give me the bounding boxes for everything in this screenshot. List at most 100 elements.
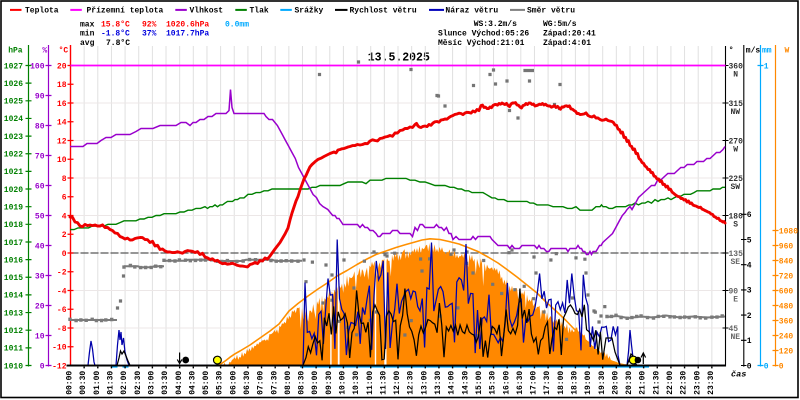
svg-text:WG:5m/s: WG:5m/s [543, 20, 577, 29]
svg-text:10: 10 [35, 332, 45, 341]
svg-text:NE: NE [731, 333, 741, 342]
svg-text:1024: 1024 [4, 115, 23, 124]
svg-text:Teplota: Teplota [25, 7, 59, 16]
svg-text:240: 240 [779, 332, 794, 341]
svg-text:17:00: 17:00 [530, 371, 539, 395]
svg-text:1015: 1015 [4, 274, 23, 283]
svg-text:Rychlost větru: Rychlost větru [350, 7, 417, 16]
svg-text:1017.7hPa: 1017.7hPa [166, 30, 209, 39]
svg-text:12:00: 12:00 [393, 371, 402, 395]
svg-text:21:30: 21:30 [652, 371, 661, 395]
svg-text:02:30: 02:30 [134, 371, 143, 395]
svg-text:16:00: 16:00 [502, 371, 511, 395]
svg-text:07:00: 07:00 [257, 371, 266, 395]
svg-text:1026: 1026 [4, 80, 23, 89]
svg-text:W: W [785, 46, 790, 55]
svg-text:Vlhkost: Vlhkost [190, 7, 224, 16]
svg-text:1020: 1020 [4, 186, 23, 195]
svg-text:14:00: 14:00 [448, 371, 457, 395]
svg-text:360: 360 [729, 62, 744, 71]
svg-text:Náraz větru: Náraz větru [445, 7, 498, 16]
svg-text:16: 16 [57, 100, 67, 109]
svg-text:16:30: 16:30 [516, 371, 525, 395]
svg-text:06:30: 06:30 [243, 371, 252, 395]
svg-text:1025: 1025 [4, 98, 23, 107]
svg-text:03:30: 03:30 [161, 371, 170, 395]
svg-text:S: S [733, 221, 738, 230]
svg-text:840: 840 [779, 257, 794, 266]
svg-text:Tlak: Tlak [250, 7, 269, 16]
svg-text:09:30: 09:30 [325, 371, 334, 395]
svg-text:m/s: m/s [746, 46, 761, 55]
svg-text:70: 70 [35, 152, 45, 161]
svg-text:1014: 1014 [4, 292, 23, 301]
svg-text:6: 6 [747, 211, 752, 220]
svg-text:01:00: 01:00 [93, 371, 102, 395]
svg-text:11:00: 11:00 [366, 371, 375, 395]
svg-text:18:30: 18:30 [571, 371, 580, 395]
svg-text:10:30: 10:30 [352, 371, 361, 395]
svg-text:1020.6hPa: 1020.6hPa [166, 20, 209, 29]
svg-text:1: 1 [764, 62, 769, 71]
svg-text:10:00: 10:00 [339, 371, 348, 395]
svg-text:135: 135 [729, 250, 744, 259]
svg-text:SW: SW [731, 183, 741, 192]
svg-text:04:00: 04:00 [175, 371, 184, 395]
svg-text:1018: 1018 [4, 221, 23, 230]
svg-text:05:00: 05:00 [202, 371, 211, 395]
svg-text:1016: 1016 [4, 256, 23, 265]
svg-text:00:30: 00:30 [79, 371, 88, 395]
svg-text:60: 60 [35, 182, 45, 191]
svg-text:-4: -4 [57, 287, 67, 296]
svg-text:360: 360 [779, 317, 794, 326]
svg-text:Měsíc Východ:21:01: Měsíc Východ:21:01 [438, 39, 525, 48]
svg-text:03:00: 03:00 [147, 371, 156, 395]
svg-text:2: 2 [62, 231, 67, 240]
svg-text:1010: 1010 [4, 362, 23, 371]
svg-text:N: N [733, 71, 738, 80]
svg-text:-12: -12 [52, 362, 67, 371]
svg-text:17:30: 17:30 [543, 371, 552, 395]
svg-text:92%: 92% [142, 20, 157, 29]
svg-text:02:00: 02:00 [120, 371, 129, 395]
svg-text:1011: 1011 [4, 345, 23, 354]
svg-text:45: 45 [729, 325, 739, 334]
svg-text:W: W [733, 146, 738, 155]
svg-text:100: 100 [30, 62, 45, 71]
svg-text:19:00: 19:00 [584, 371, 593, 395]
svg-text:Směr větru: Směr větru [527, 7, 575, 16]
svg-text:08:00: 08:00 [284, 371, 293, 395]
svg-text:13.5.2025: 13.5.2025 [368, 51, 430, 64]
svg-text:7.8°C: 7.8°C [106, 39, 130, 48]
svg-text:07:30: 07:30 [270, 371, 279, 395]
svg-text:1017: 1017 [4, 239, 23, 248]
svg-text:1027: 1027 [4, 62, 23, 71]
svg-text:600: 600 [779, 287, 794, 296]
svg-text:5: 5 [747, 236, 752, 245]
svg-text:225: 225 [729, 175, 744, 184]
svg-text:23:00: 23:00 [693, 371, 702, 395]
svg-text:-2: -2 [57, 269, 67, 278]
svg-text:19:30: 19:30 [598, 371, 607, 395]
svg-text:80: 80 [35, 122, 45, 131]
svg-text:-1.8°C: -1.8°C [101, 30, 130, 39]
svg-text:hPa: hPa [8, 46, 23, 55]
svg-text:1013: 1013 [4, 309, 23, 318]
svg-text:08:30: 08:30 [298, 371, 307, 395]
svg-text:20: 20 [35, 302, 45, 311]
svg-text:1: 1 [747, 337, 752, 346]
svg-text:180: 180 [729, 212, 744, 221]
svg-text:30: 30 [35, 272, 45, 281]
svg-text:22:30: 22:30 [680, 371, 689, 395]
svg-text:0: 0 [40, 362, 45, 371]
svg-text:Srážky: Srážky [295, 7, 324, 16]
svg-text:°: ° [729, 46, 734, 55]
svg-text:0: 0 [747, 362, 752, 371]
svg-text:mm: mm [762, 46, 772, 55]
svg-text:14: 14 [57, 119, 67, 128]
svg-text:04:30: 04:30 [188, 371, 197, 395]
svg-text:Západ:20:41: Západ:20:41 [543, 30, 596, 39]
svg-text:15:30: 15:30 [489, 371, 498, 395]
svg-text:SE: SE [731, 258, 741, 267]
svg-text:90: 90 [729, 287, 739, 296]
